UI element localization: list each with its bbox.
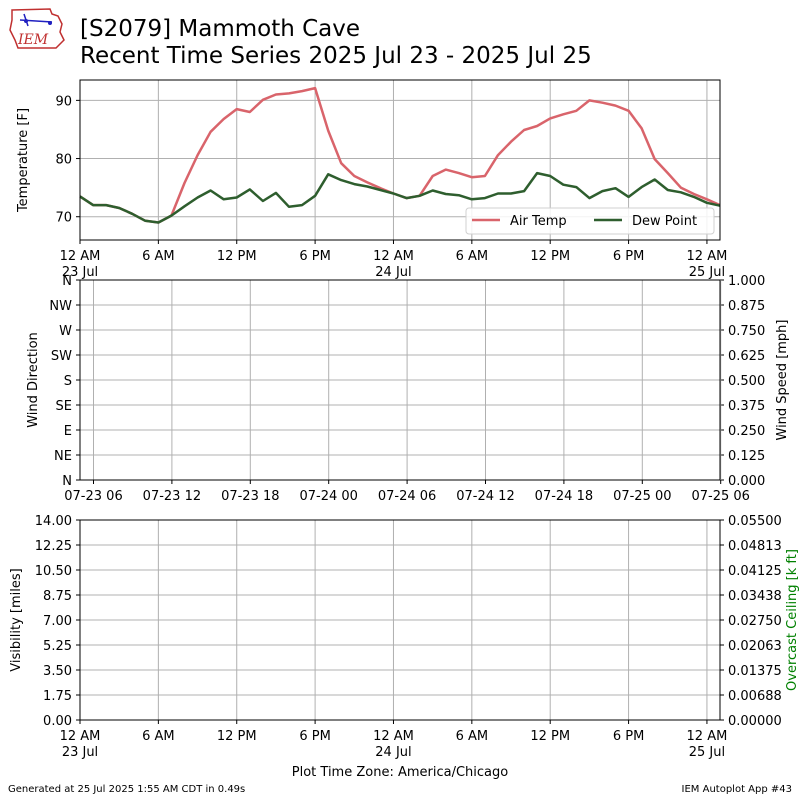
wind-speed-tick-label: 0.625: [728, 349, 765, 364]
visibility-axis-label: Visibility [miles]: [9, 568, 24, 671]
vis-x-tick-label: 6 AM: [456, 729, 489, 744]
temp-y-tick-label: 70: [55, 211, 72, 226]
temp-x-tick-label: 12 AM: [60, 249, 101, 264]
ceiling-axis-label: Overcast Ceiling [k ft]: [785, 549, 800, 691]
chart-title: [S2079] Mammoth Cave Recent Time Series …: [80, 16, 592, 70]
wind-speed-tick-label: 0.125: [728, 449, 765, 464]
ceiling-tick-label: 0.02750: [728, 614, 782, 629]
dew-point-line: [79, 171, 721, 224]
temp-x-tick-label: 12 PM: [217, 249, 257, 264]
visibility-tick-label: 1.75: [43, 689, 72, 704]
ceiling-tick-label: 0.05500: [728, 514, 782, 529]
vis-x-tick-sublabel: 25 Jul: [689, 745, 725, 760]
temp-x-tick-sublabel: 24 Jul: [375, 265, 411, 280]
temp-y-tick-label: 80: [55, 153, 72, 168]
vis-x-tick-label: 6 AM: [142, 729, 175, 744]
wind-speed-tick-label: 0.750: [728, 324, 765, 339]
vis-x-tick-label: 6 PM: [299, 729, 330, 744]
temp-x-tick-label: 6 PM: [613, 249, 644, 264]
visibility-tick-label: 5.25: [43, 639, 72, 654]
vis-x-tick-sublabel: 24 Jul: [375, 745, 411, 760]
wind-direction-tick-label: NW: [49, 299, 72, 314]
visibility-tick-label: 12.25: [35, 539, 72, 554]
wind-x-tick-label: 07-25 06: [691, 489, 749, 504]
app-footnote: IEM Autoplot App #43: [681, 784, 792, 795]
wind-speed-axis-label: Wind Speed [mph]: [775, 320, 790, 441]
wind-direction-tick-label: NE: [54, 449, 72, 464]
wind-speed-tick-label: 1.000: [728, 274, 765, 289]
iem-logo-icon: IEM: [9, 8, 65, 49]
temp-plot-frame: [79, 79, 721, 241]
vis-x-tick-label: 12 PM: [217, 729, 257, 744]
visibility-tick-label: 0.00: [43, 714, 72, 729]
ceiling-tick-label: 0.03438: [728, 589, 782, 604]
wind-direction-axis-label: Wind Direction: [26, 332, 41, 428]
wind-x-tick-label: 07-24 12: [456, 489, 514, 504]
temp-x-tick-label: 6 AM: [142, 249, 175, 264]
wind-speed-tick-label: 0.375: [728, 399, 765, 414]
temp-legend-box: [465, 207, 715, 235]
time-zone-label: Plot Time Zone: America/Chicago: [292, 765, 508, 780]
air-temp-line: [79, 86, 721, 224]
ceiling-tick-label: 0.04125: [728, 564, 782, 579]
wind-x-tick-label: 07-23 18: [221, 489, 279, 504]
temp-x-tick-label: 6 AM: [456, 249, 489, 264]
wind-direction-tick-label: SW: [51, 349, 72, 364]
temp-x-tick-sublabel: 23 Jul: [62, 265, 98, 280]
wind-direction-tick-label: N: [62, 274, 72, 289]
wind-speed-tick-label: 0.875: [728, 299, 765, 314]
temp-y-axis-label: Temperature [F]: [16, 108, 31, 213]
ceiling-tick-label: 0.04813: [728, 539, 782, 554]
vis-x-tick-sublabel: 23 Jul: [62, 745, 98, 760]
vis-x-tick-label: 12 AM: [60, 729, 101, 744]
wind-plot-frame: [79, 279, 721, 481]
wind-direction-tick-label: N: [62, 474, 72, 489]
wind-x-tick-label: 07-25 00: [613, 489, 671, 504]
wind-direction-tick-label: SE: [56, 399, 72, 414]
vis-x-tick-label: 12 AM: [373, 729, 414, 744]
wind-speed-tick-label: 0.250: [728, 424, 765, 439]
wind-x-tick-label: 07-24 18: [535, 489, 593, 504]
temp-x-tick-label: 12 AM: [373, 249, 414, 264]
wind-speed-tick-label: 0.000: [728, 474, 765, 489]
temp-x-tick-label: 12 AM: [687, 249, 728, 264]
title-line-1: [S2079] Mammoth Cave: [80, 16, 361, 42]
wind-direction-tick-label: S: [64, 374, 72, 389]
wind-direction-tick-label: E: [64, 424, 72, 439]
ceiling-tick-label: 0.02063: [728, 639, 782, 654]
title-line-2: Recent Time Series 2025 Jul 23 - 2025 Ju…: [80, 43, 592, 69]
svg-text:IEM: IEM: [17, 32, 49, 48]
ceiling-tick-label: 0.01375: [728, 664, 782, 679]
visibility-tick-label: 10.50: [35, 564, 72, 579]
visibility-tick-label: 8.75: [43, 589, 72, 604]
generated-footnote: Generated at 25 Jul 2025 1:55 AM CDT in …: [8, 784, 246, 795]
visibility-tick-label: 7.00: [43, 614, 72, 629]
wind-speed-tick-label: 0.500: [728, 374, 765, 389]
vis-x-tick-label: 12 AM: [687, 729, 728, 744]
legend-label-dew-point: Dew Point: [632, 214, 697, 229]
ceiling-tick-label: 0.00000: [728, 714, 782, 729]
wind-x-tick-label: 07-24 06: [378, 489, 436, 504]
temp-x-tick-sublabel: 25 Jul: [689, 265, 725, 280]
legend-label-air-temp: Air Temp: [510, 214, 567, 229]
wind-x-tick-label: 07-23 06: [64, 489, 122, 504]
visibility-tick-label: 3.50: [43, 664, 72, 679]
visibility-tick-label: 14.00: [35, 514, 72, 529]
temp-x-tick-label: 6 PM: [299, 249, 330, 264]
wind-x-tick-label: 07-23 12: [143, 489, 201, 504]
vis-plot-frame: [79, 519, 721, 721]
ceiling-tick-label: 0.00688: [728, 689, 782, 704]
vis-x-tick-label: 12 PM: [530, 729, 570, 744]
wind-x-tick-label: 07-24 00: [299, 489, 357, 504]
temp-x-tick-label: 12 PM: [530, 249, 570, 264]
wind-direction-tick-label: W: [59, 324, 72, 339]
vis-x-tick-label: 6 PM: [613, 729, 644, 744]
temp-y-tick-label: 90: [55, 94, 72, 109]
